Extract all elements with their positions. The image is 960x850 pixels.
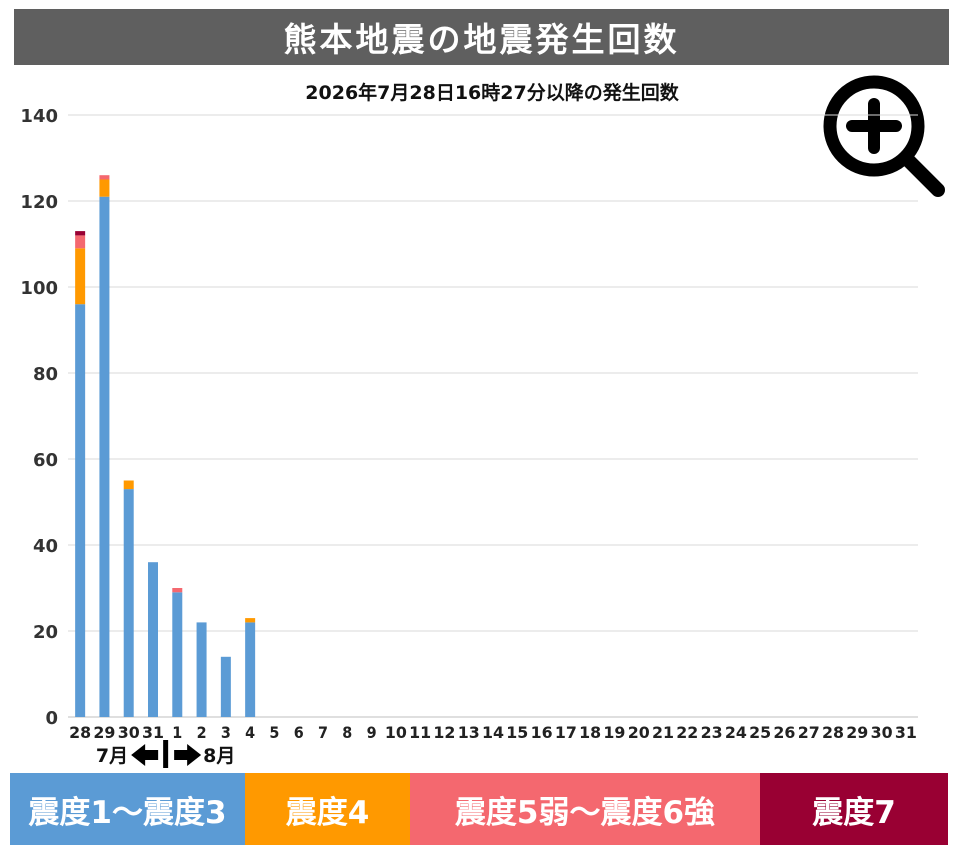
bar-segment (123, 489, 134, 717)
x-tick-label: 23 (701, 723, 723, 742)
bar-segment (148, 562, 158, 717)
bar-segment (75, 235, 86, 249)
legend-item: 震度5弱～震度6強 (410, 773, 760, 845)
x-tick-label: 28 (822, 723, 844, 742)
x-tick-label: 22 (676, 723, 698, 742)
chart-title: 熊本地震の地震発生回数 (14, 9, 949, 65)
x-tick-label: 4 (245, 723, 255, 742)
x-tick-label: 27 (798, 723, 820, 742)
bar-segment (99, 196, 110, 717)
x-tick-label: 21 (652, 723, 674, 742)
x-tick-label: 29 (93, 723, 115, 742)
legend-item: 震度1～震度3 (10, 773, 245, 845)
bar-segment (75, 231, 86, 236)
zoom-in-icon[interactable] (818, 70, 948, 200)
right-arrow-icon (174, 744, 202, 766)
bar-segment (75, 304, 86, 717)
x-tick-label: 31 (142, 723, 164, 742)
bar-segment (245, 618, 256, 623)
x-tick-label: 18 (579, 723, 601, 742)
left-arrow-icon (131, 744, 159, 766)
x-tick-label: 16 (531, 723, 553, 742)
bar-segment (172, 592, 183, 717)
x-tick-label: 24 (725, 723, 747, 742)
x-tick-label: 6 (294, 723, 304, 742)
legend: 震度1～震度3 震度4 震度5弱～震度6強 震度7 (10, 773, 948, 845)
x-tick-label: 15 (506, 723, 528, 742)
legend-item: 震度4 (245, 773, 410, 845)
x-tick-label: 26 (773, 723, 795, 742)
x-tick-label: 29 (846, 723, 868, 742)
x-tick-label: 9 (367, 723, 377, 742)
x-tick-label: 30 (118, 723, 140, 742)
x-tick-label: 14 (482, 723, 504, 742)
x-tick-label: 1 (172, 723, 182, 742)
chart-subtitle: 2026年7月28日16時27分以降の発生回数 (305, 82, 679, 104)
x-tick-label: 13 (458, 723, 480, 742)
bar-segment (245, 622, 256, 717)
y-tick-label: 20 (33, 622, 58, 643)
y-tick-label: 60 (33, 450, 58, 471)
y-tick-label: 80 (33, 364, 58, 385)
x-tick-label: 3 (221, 723, 231, 742)
y-tick-label: 120 (20, 192, 58, 213)
x-tick-label: 8 (342, 723, 352, 742)
y-tick-label: 140 (20, 106, 58, 127)
bar-segment (75, 248, 86, 305)
x-tick-label: 20 (628, 723, 650, 742)
bar-segment (172, 588, 183, 593)
x-tick-label: 5 (269, 723, 279, 742)
x-tick-label: 30 (871, 723, 893, 742)
month-label-august: 8月 (203, 745, 235, 767)
x-tick-label: 19 (603, 723, 625, 742)
y-tick-label: 100 (20, 278, 58, 299)
legend-item: 震度7 (760, 773, 948, 845)
y-tick-label: 0 (45, 708, 58, 729)
x-tick-label: 10 (385, 723, 407, 742)
bar-segment (99, 179, 110, 197)
month-divider (163, 740, 169, 768)
bar-segment (196, 622, 207, 717)
x-tick-label: 31 (895, 723, 917, 742)
x-tick-label: 17 (555, 723, 577, 742)
bar-segment (99, 175, 110, 180)
x-tick-label: 12 (433, 723, 455, 742)
x-tick-label: 25 (749, 723, 771, 742)
y-tick-label: 40 (33, 536, 58, 557)
x-tick-label: 7 (318, 723, 328, 742)
bar-segment (220, 656, 231, 717)
month-label-july: 7月 (96, 745, 128, 767)
x-tick-label: 28 (69, 723, 91, 742)
x-tick-label: 2 (197, 723, 207, 742)
x-tick-label: 11 (409, 723, 431, 742)
bar-segment (123, 480, 134, 490)
